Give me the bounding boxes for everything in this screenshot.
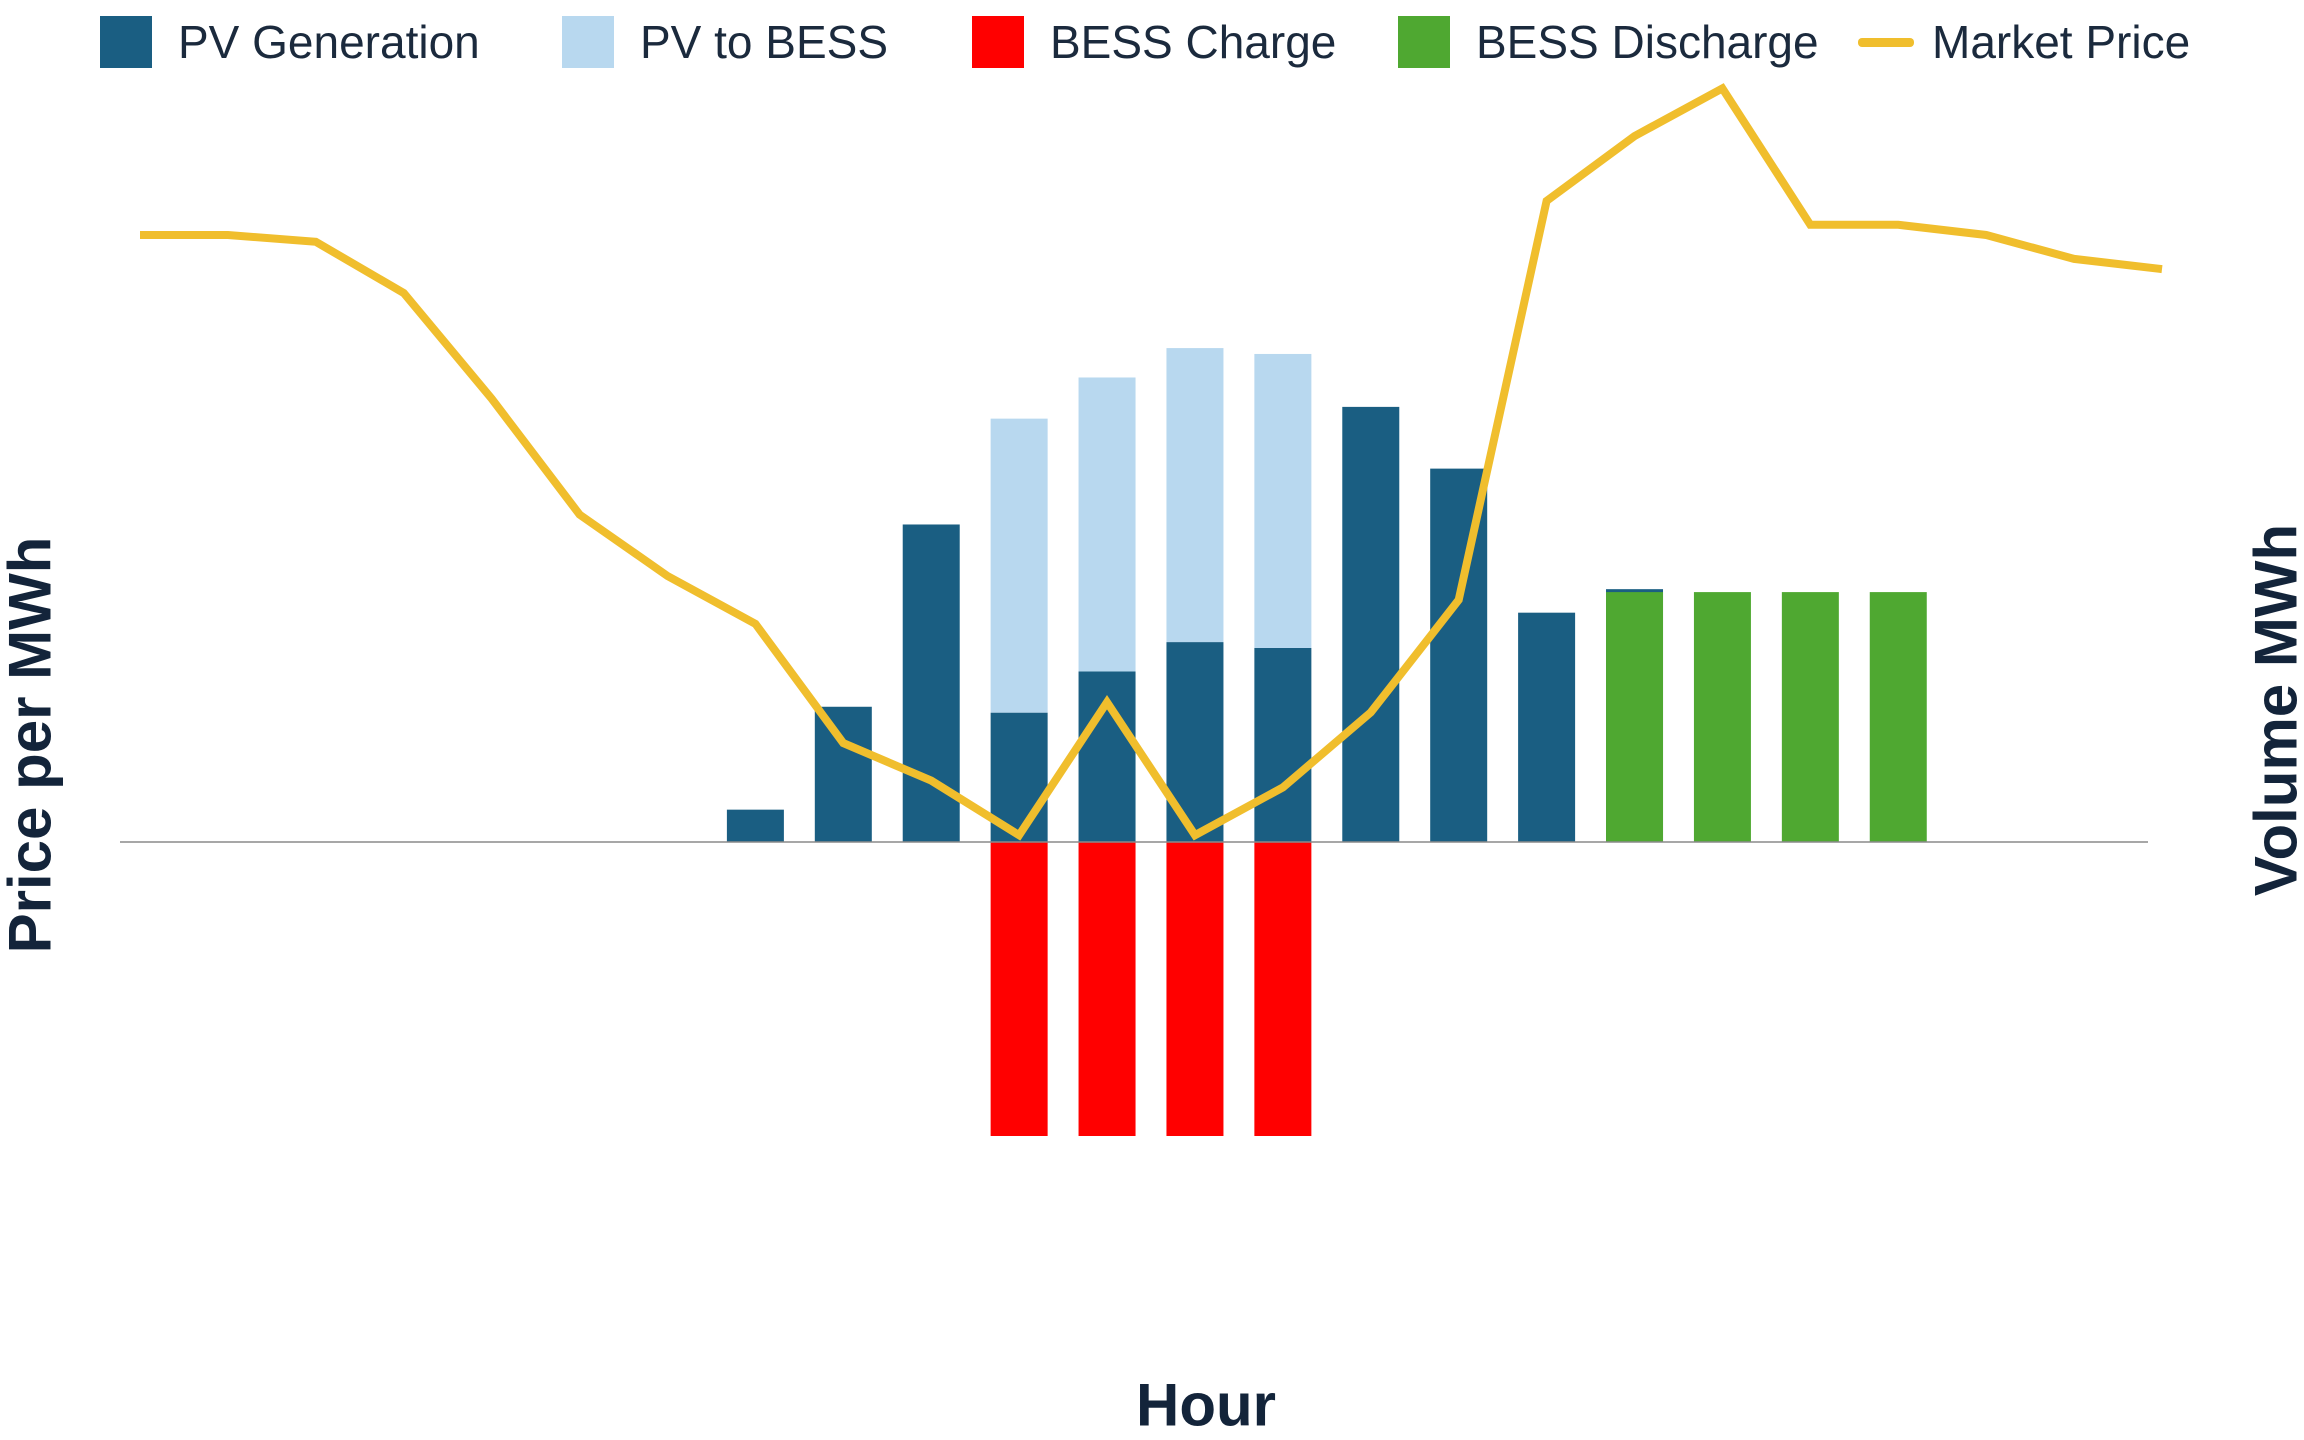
y-axis-left-title: Price per MWh — [0, 537, 65, 954]
bar-bess-charge-h14 — [1254, 842, 1311, 1136]
legend-item-market-price: Market Price — [1858, 12, 2190, 72]
bar-pv-to-bess-h12 — [1079, 377, 1136, 671]
legend-swatch-bess-discharge — [1398, 16, 1450, 68]
legend-label-market-price: Market Price — [1932, 15, 2190, 69]
legend-item-bess-discharge: BESS Discharge — [1398, 12, 1819, 72]
price-line-layer — [140, 88, 2162, 835]
bar-bess-discharge-h20 — [1782, 592, 1839, 842]
legend-item-pv-to-bess: PV to BESS — [562, 12, 888, 72]
bars-layer — [727, 348, 1927, 1136]
bar-pv-generation-h15 — [1342, 407, 1399, 842]
x-axis-title: Hour — [1136, 1371, 1276, 1440]
legend-swatch-market-price — [1858, 38, 1914, 47]
legend-item-pv-generation: PV Generation — [100, 12, 480, 72]
bar-pv-generation-h17 — [1518, 613, 1575, 842]
bar-bess-discharge-h19 — [1694, 592, 1751, 842]
y-axis-right-title: Volume MWh — [2242, 524, 2304, 896]
legend-swatch-bess-charge — [972, 16, 1024, 68]
legend-swatch-pv-to-bess — [562, 16, 614, 68]
bar-bess-charge-h12 — [1079, 842, 1136, 1136]
bar-pv-generation-h9 — [815, 707, 872, 842]
bar-pv-generation-h8 — [727, 810, 784, 842]
legend-label-pv-to-bess: PV to BESS — [640, 15, 888, 69]
legend-label-bess-charge: BESS Charge — [1050, 15, 1336, 69]
bar-bess-discharge-h21 — [1870, 592, 1927, 842]
bar-pv-generation-h14 — [1254, 648, 1311, 842]
bar-bess-charge-h13 — [1166, 842, 1223, 1136]
legend-item-bess-charge: BESS Charge — [972, 12, 1336, 72]
bar-pv-to-bess-h11 — [991, 419, 1048, 713]
bar-bess-discharge-h18 — [1606, 592, 1663, 842]
bar-bess-charge-h11 — [991, 842, 1048, 1136]
legend: PV Generation PV to BESS BESS Charge BES… — [0, 0, 2304, 90]
legend-label-bess-discharge: BESS Discharge — [1476, 15, 1819, 69]
bar-pv-to-bess-h14 — [1254, 354, 1311, 648]
legend-label-pv-generation: PV Generation — [178, 15, 480, 69]
bar-pv-to-bess-h13 — [1166, 348, 1223, 642]
series-line-market-price — [140, 88, 2162, 835]
legend-swatch-pv-generation — [100, 16, 152, 68]
